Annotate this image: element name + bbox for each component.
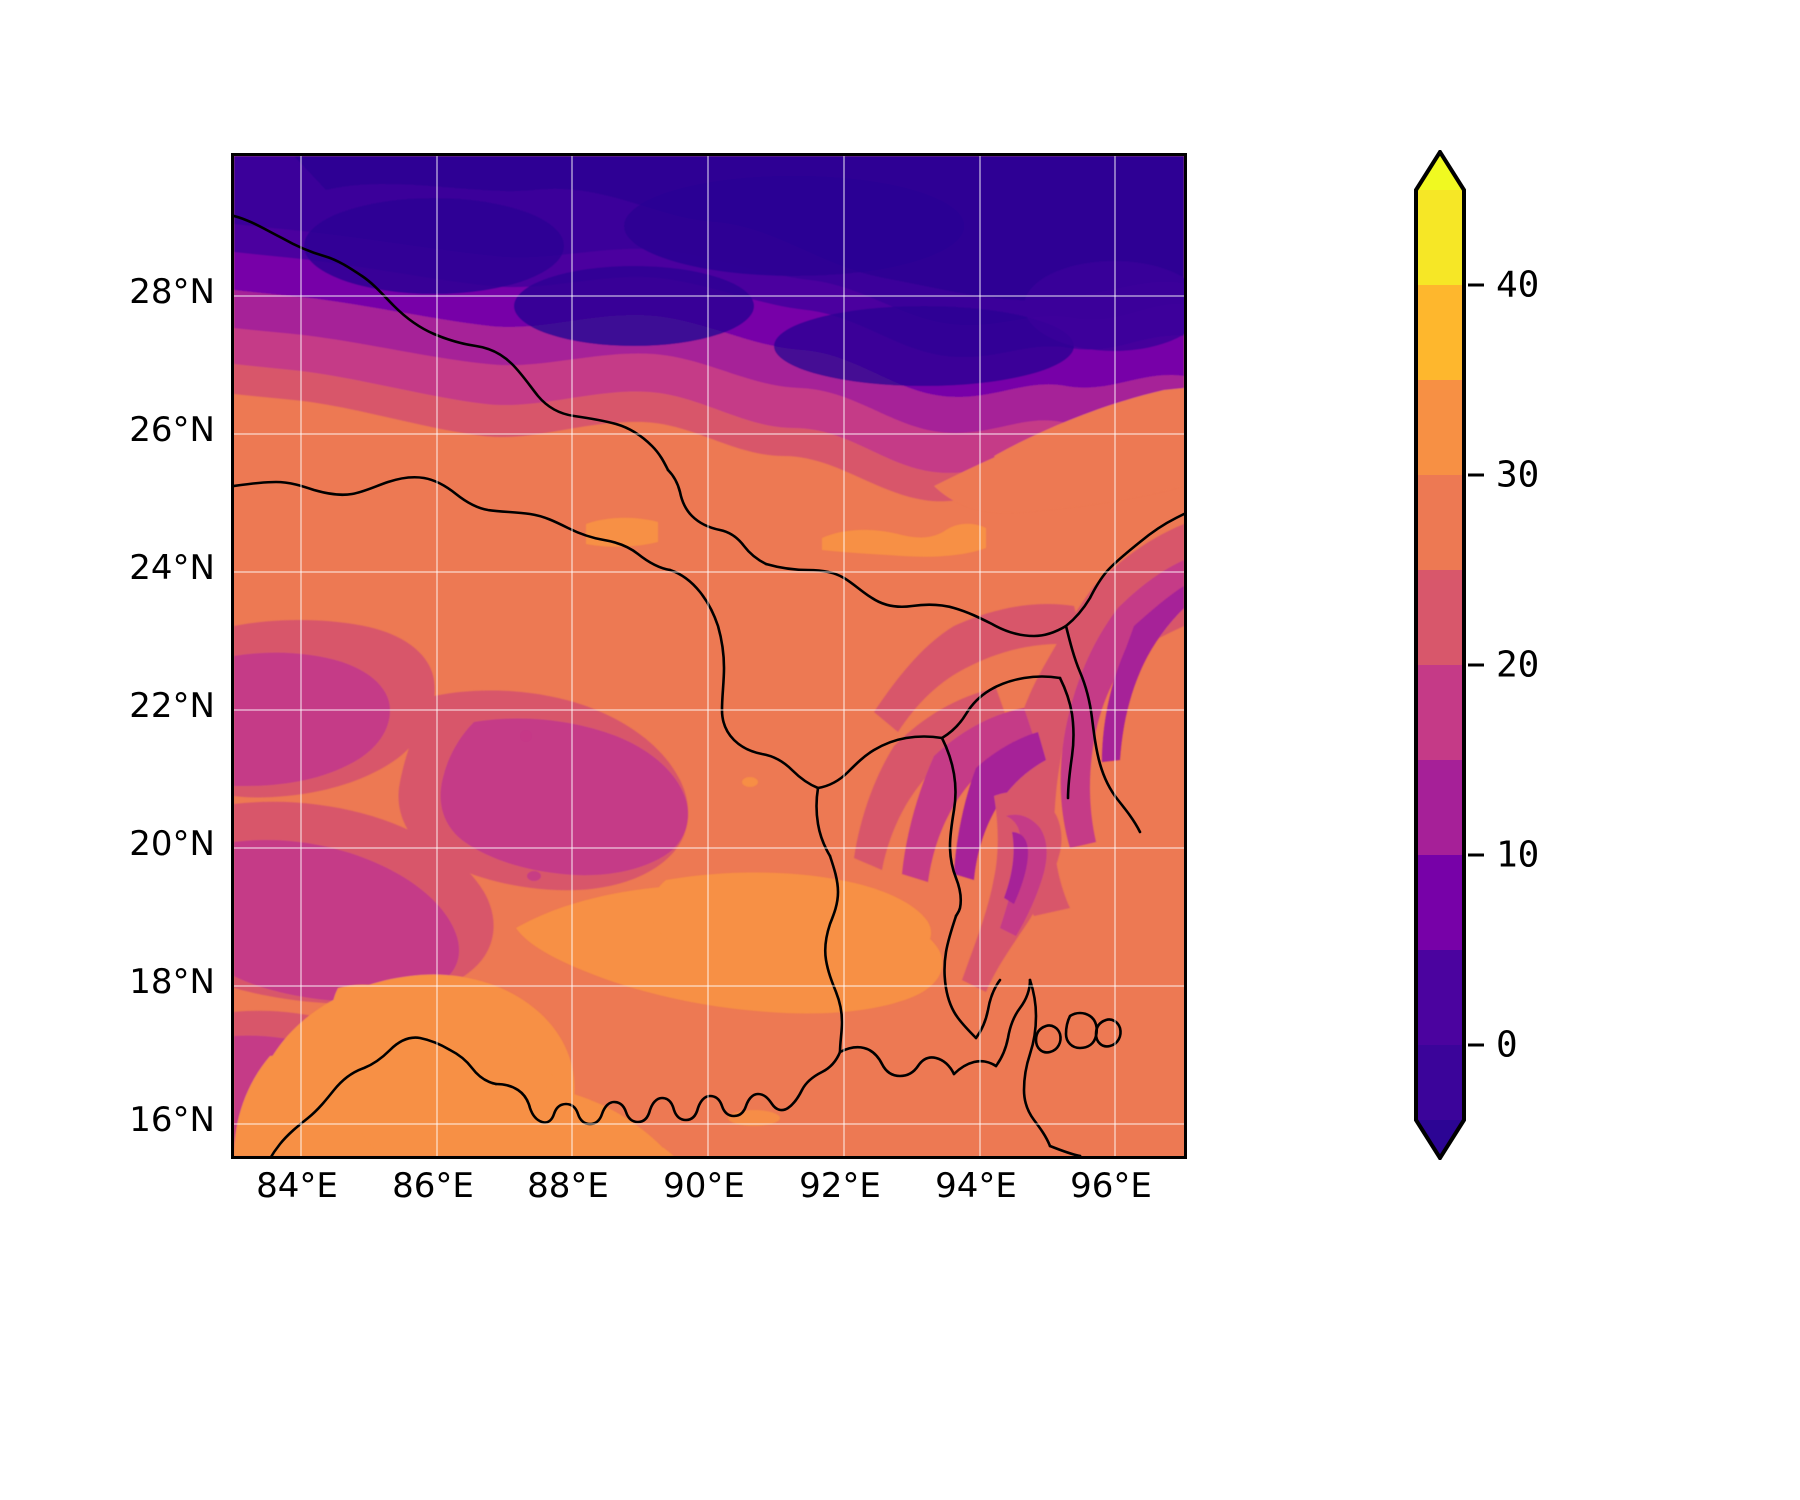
colorbar-band-0-5 xyxy=(1416,950,1464,1045)
colorbar-tick-mark-30 xyxy=(1468,473,1484,477)
map-field-clip xyxy=(234,156,1184,1156)
colorbar-tick-mark-40 xyxy=(1468,283,1484,287)
xtick-label-88E: 88°E xyxy=(527,1166,609,1206)
ytick-label-24N: 24°N xyxy=(129,548,215,588)
map-plot-area[interactable] xyxy=(231,153,1187,1159)
colorbar-band-15-20 xyxy=(1416,665,1464,760)
colorbar-band-35-40 xyxy=(1416,285,1464,380)
colorbar-band-30-35 xyxy=(1416,380,1464,475)
colorbar[interactable] xyxy=(1414,150,1466,1160)
colorbar-over-arrow xyxy=(1416,152,1464,190)
temperature-contour-field xyxy=(234,156,1184,1156)
colorbar-tick-label-40: 40 xyxy=(1496,264,1540,306)
colorbar-band-5-10 xyxy=(1416,855,1464,950)
xtick-label-90E: 90°E xyxy=(663,1166,745,1206)
colorbar-tick-label-10: 10 xyxy=(1496,834,1540,876)
colorbar-tick-mark-20 xyxy=(1468,663,1484,667)
colorbar-band-40-45 xyxy=(1416,190,1464,285)
colorbar-under-arrow xyxy=(1416,1120,1464,1158)
colorbar-band-minus5-0 xyxy=(1416,1045,1464,1120)
colorbar-gradient xyxy=(1414,150,1466,1160)
latitude-axis: 28°N 26°N 24°N 22°N 20°N 18°N 16°N xyxy=(0,153,215,1153)
colorbar-tick-label-0: 0 xyxy=(1496,1024,1518,1066)
ytick-label-22N: 22°N xyxy=(129,686,215,726)
xtick-label-84E: 84°E xyxy=(256,1166,338,1206)
colorbar-band-10-15 xyxy=(1416,760,1464,855)
longitude-axis: 84°E 86°E 88°E 90°E 92°E 94°E 96°E xyxy=(231,1166,1181,1236)
xtick-label-94E: 94°E xyxy=(935,1166,1017,1206)
xtick-label-96E: 96°E xyxy=(1070,1166,1152,1206)
ytick-label-20N: 20°N xyxy=(129,824,215,864)
colorbar-outline xyxy=(1414,150,1466,1160)
ytick-label-28N: 28°N xyxy=(129,272,215,312)
ytick-label-26N: 26°N xyxy=(129,410,215,450)
colorbar-band-25-30 xyxy=(1416,475,1464,570)
colorbar-tick-label-30: 30 xyxy=(1496,454,1540,496)
coastline-and-border-overlay xyxy=(234,214,1184,1156)
colorbar-tick-mark-10 xyxy=(1468,853,1484,857)
colorbar-band-20-25 xyxy=(1416,570,1464,665)
colorbar-tick-label-20: 20 xyxy=(1496,644,1540,686)
ytick-label-16N: 16°N xyxy=(129,1100,215,1140)
xtick-label-92E: 92°E xyxy=(799,1166,881,1206)
xtick-label-86E: 86°E xyxy=(392,1166,474,1206)
ytick-label-18N: 18°N xyxy=(129,962,215,1002)
colorbar-tick-mark-0 xyxy=(1468,1043,1484,1047)
